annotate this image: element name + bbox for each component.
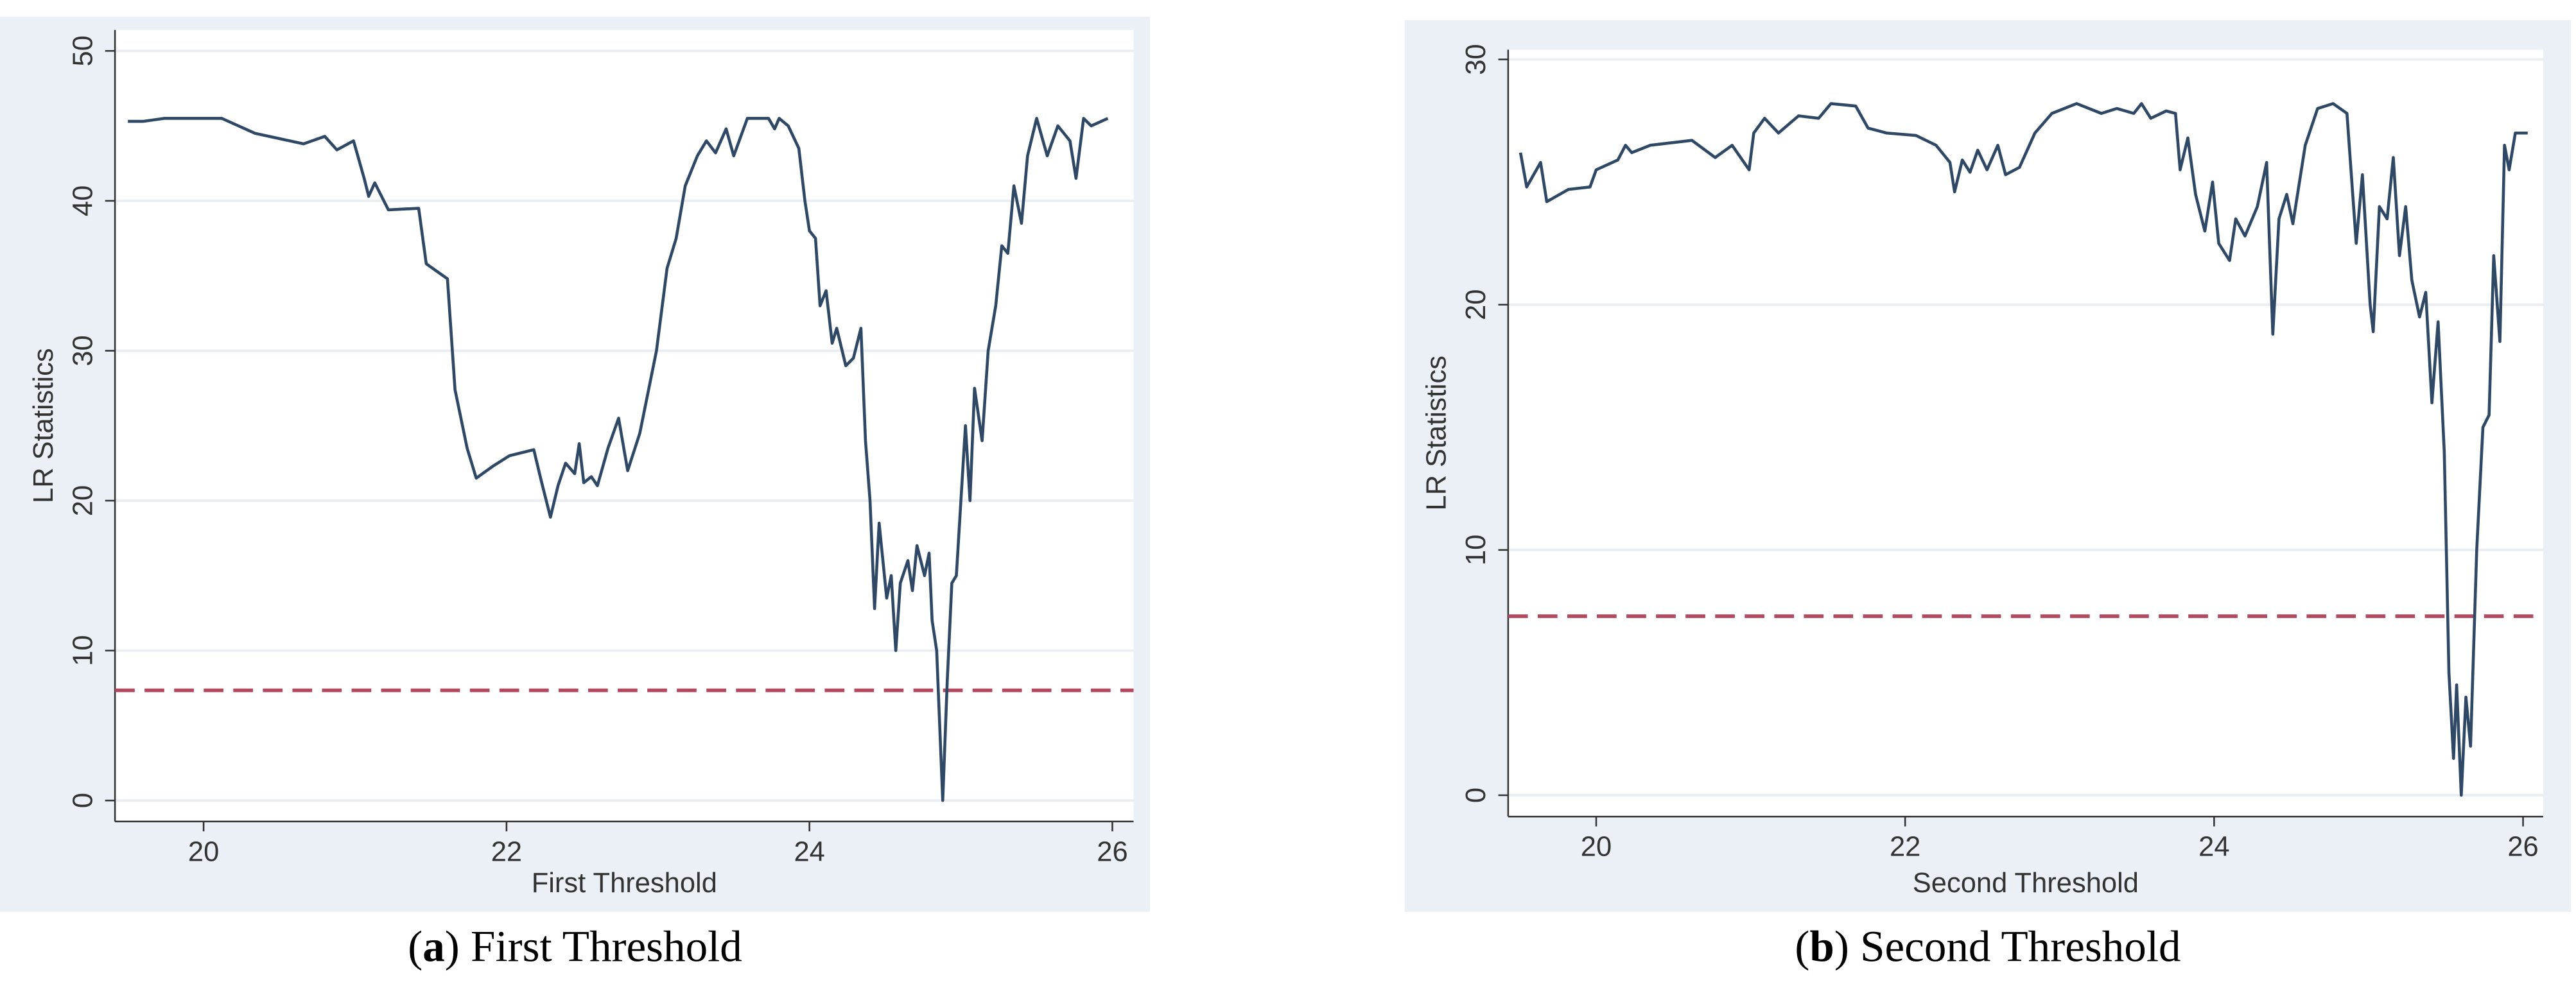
x-tick-label: 22 [1890,832,1920,863]
y-tick-label: 30 [1461,44,1492,74]
x-tick-label: 24 [794,836,824,867]
caption-part: ) First Threshold [445,921,742,970]
caption-part: a [422,921,445,970]
lr-statistic-line [1519,102,2528,797]
x-tick-label: 22 [491,836,522,867]
y-tick-label: 10 [67,635,98,666]
y-tick-label: 20 [67,485,98,516]
x-tick-label: 26 [2507,832,2538,863]
y-tick-label: 30 [67,335,98,366]
y-tick-label: 0 [1461,788,1492,803]
x-tick-label: 20 [188,836,219,867]
caption: (a) First Threshold [408,921,742,970]
caption-part: ( [1795,921,1809,970]
x-tick-label: 26 [1097,836,1127,867]
caption-part: ) Second Threshold [1834,921,2181,970]
chart: 0 10 20 30 20 22 24 26 LR Statistics Second Thres… [1404,20,2572,970]
caption: (b) Second Threshold [1795,921,2180,970]
y-tick-label: 50 [67,35,98,66]
y-tick-label: 40 [67,185,98,216]
x-axis-title: First Threshold [532,868,717,899]
y-tick-label: 20 [1461,289,1492,320]
caption-part: b [1809,921,1834,970]
y-tick-label: 0 [67,793,98,808]
x-tick-label: 20 [1581,832,1612,863]
chart: 0 10 20 30 40 50 20 22 24 26 LR Statistics First Th… [0,17,1151,970]
lr-statistic-line [128,117,1109,802]
y-tick-label: 10 [1461,535,1492,565]
x-tick-label: 24 [2198,832,2229,863]
y-axis-title: LR Statistics [1422,356,1452,511]
x-axis-title: Second Threshold [1913,868,2139,899]
caption-part: ( [408,921,422,970]
y-axis-title: LR Statistics [28,348,59,503]
plot-area [1508,49,2543,817]
